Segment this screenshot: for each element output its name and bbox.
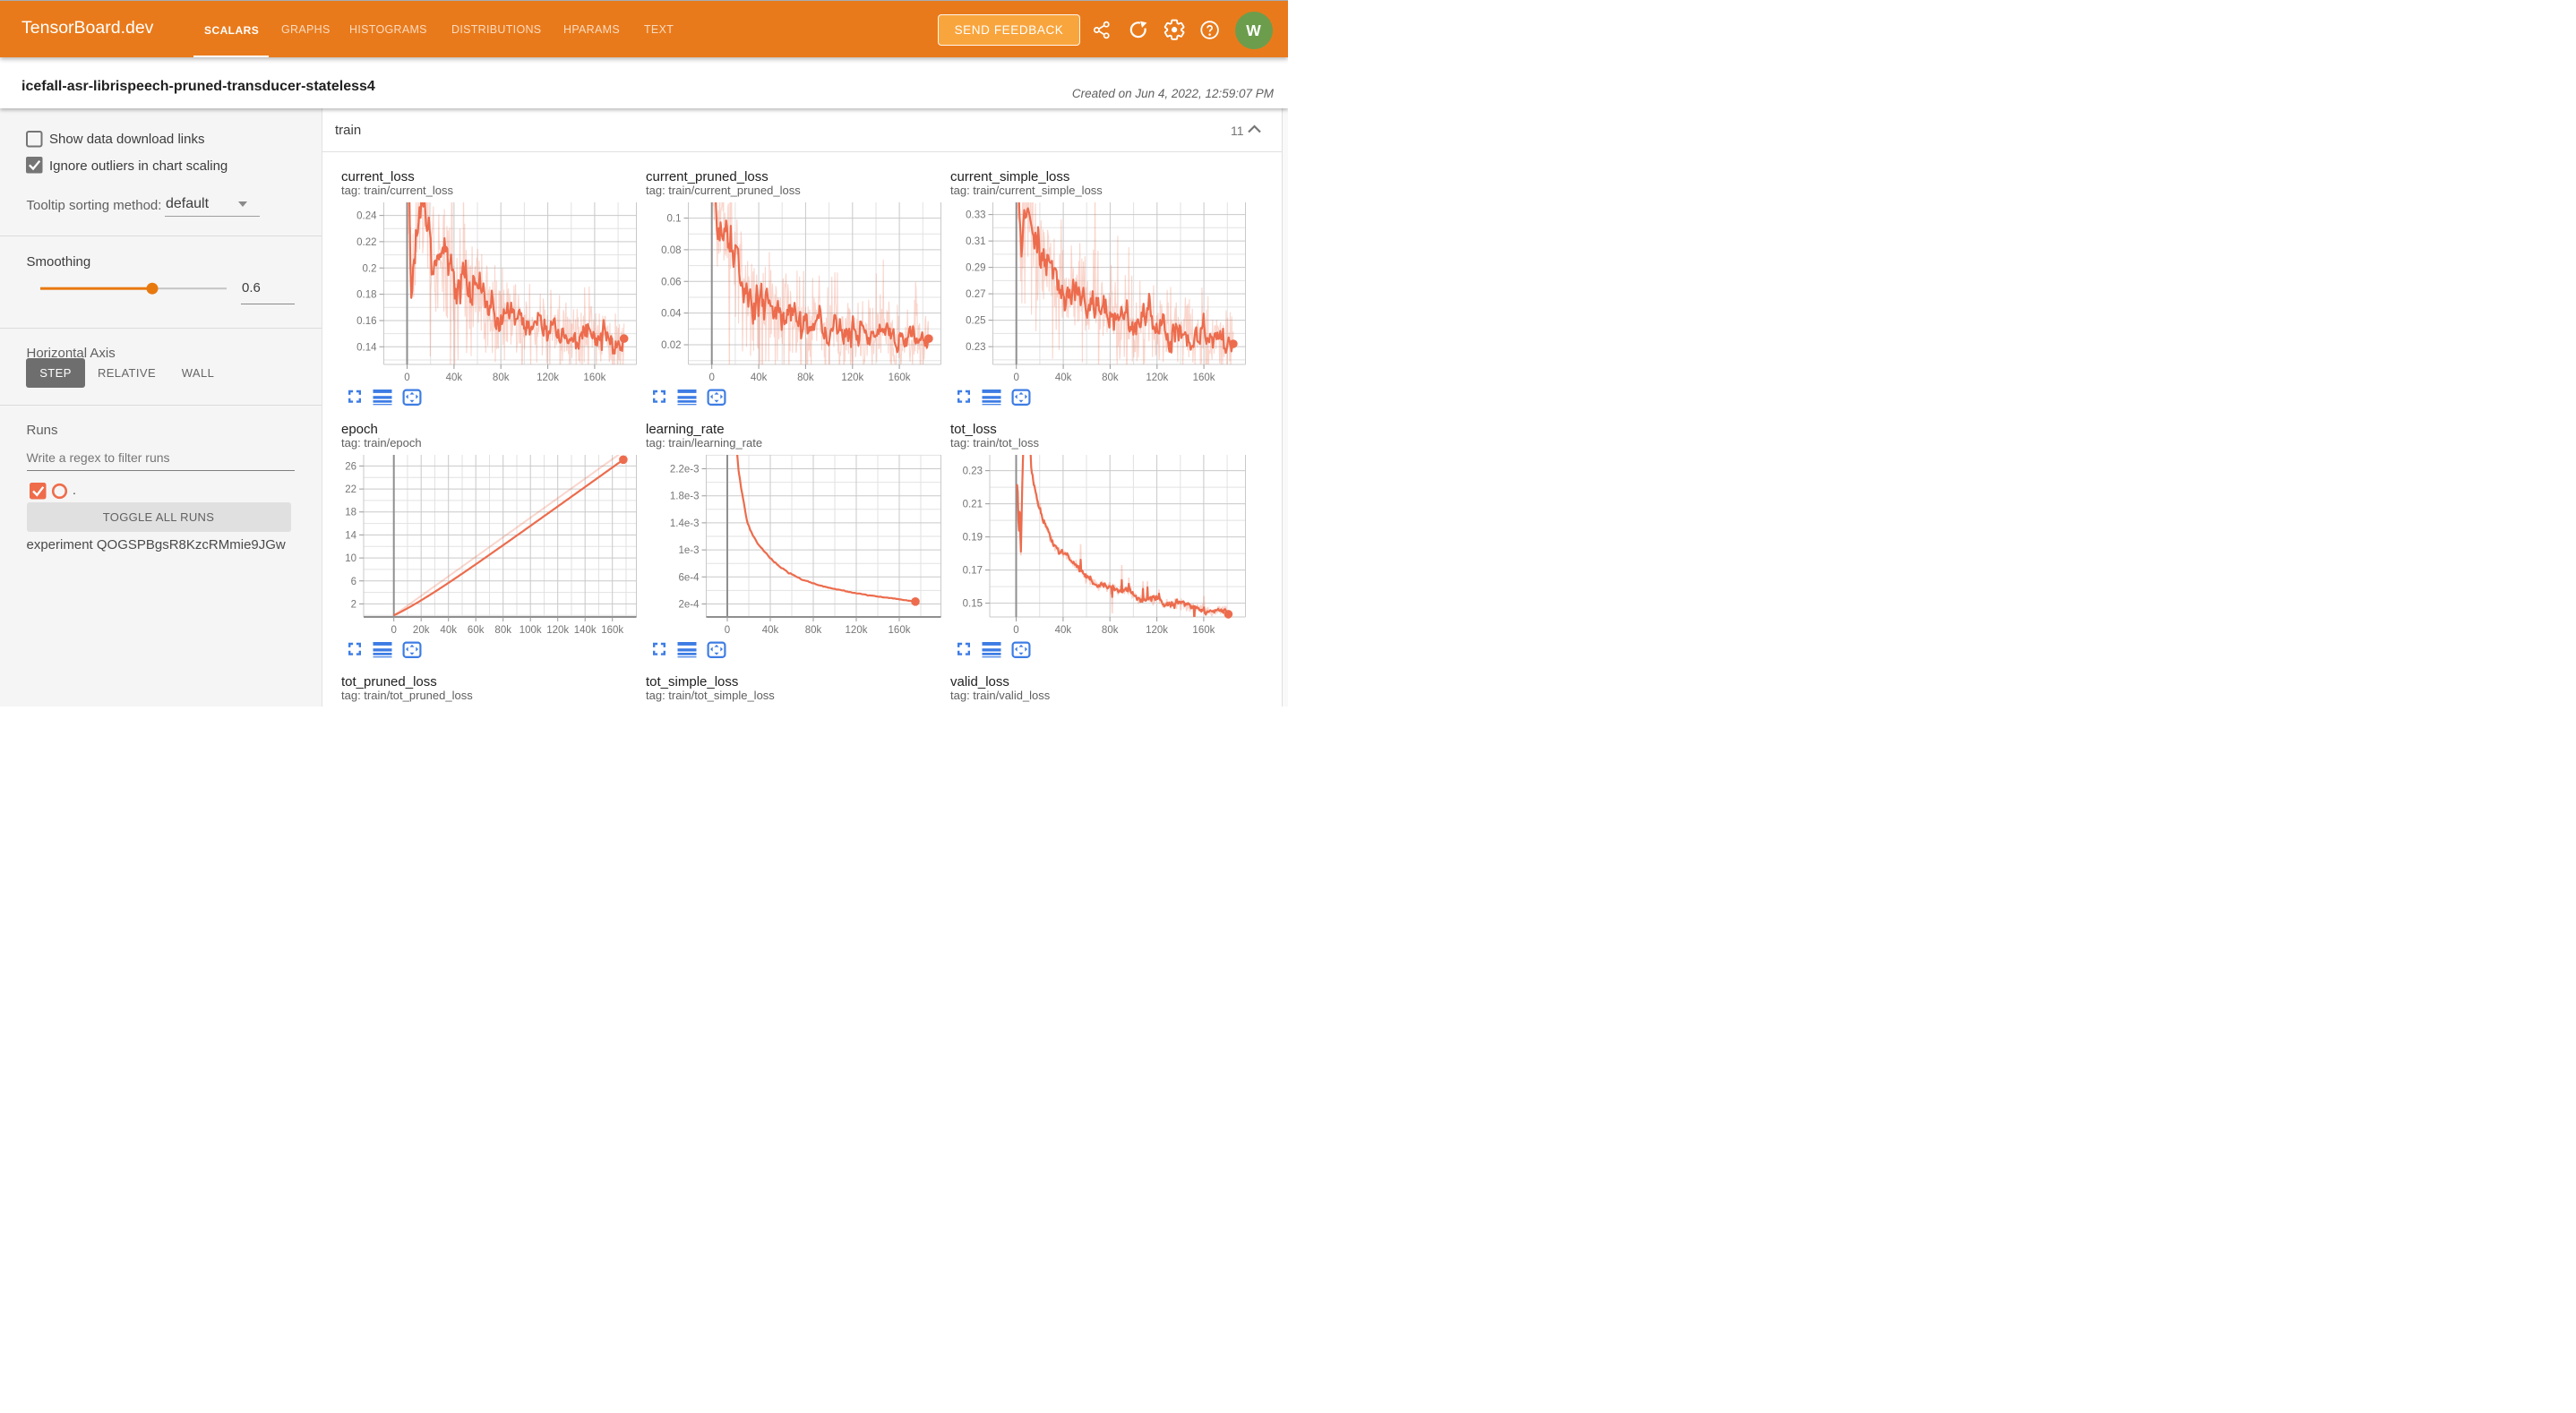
svg-text:0: 0 [404,373,409,383]
svg-text:120k: 120k [846,625,868,636]
svg-text:120k: 120k [537,373,559,383]
svg-text:0.04: 0.04 [661,309,682,320]
svg-text:0.23: 0.23 [963,467,983,477]
svg-text:60k: 60k [468,625,485,636]
svg-text:0.06: 0.06 [661,277,681,287]
svg-text:40k: 40k [762,625,779,636]
svg-text:0.33: 0.33 [966,210,985,221]
svg-text:6e-4: 6e-4 [678,572,700,583]
svg-text:0: 0 [1013,373,1018,383]
svg-text:0.17: 0.17 [963,566,983,577]
svg-text:140k: 140k [574,625,597,636]
svg-text:40k: 40k [1055,625,1072,636]
svg-text:1.8e-3: 1.8e-3 [670,492,700,502]
svg-text:80k: 80k [1102,625,1119,636]
svg-text:6: 6 [351,577,356,587]
svg-text:0.23: 0.23 [966,342,985,353]
svg-text:160k: 160k [889,625,911,636]
svg-text:80k: 80k [493,373,510,383]
svg-text:0.02: 0.02 [661,340,681,351]
svg-text:1.4e-3: 1.4e-3 [670,518,700,529]
svg-text:80k: 80k [494,625,511,636]
svg-text:40k: 40k [446,373,463,383]
svg-text:2e-4: 2e-4 [678,600,700,611]
svg-text:0.1: 0.1 [667,214,682,225]
svg-text:0: 0 [391,625,396,636]
svg-text:0.15: 0.15 [963,599,983,610]
svg-text:14: 14 [345,530,356,541]
svg-text:0.22: 0.22 [356,237,376,248]
svg-text:160k: 160k [1192,625,1215,636]
svg-text:20k: 20k [413,625,430,636]
svg-text:40k: 40k [751,373,768,383]
svg-text:160k: 160k [1193,373,1215,383]
svg-text:0: 0 [708,373,714,383]
svg-text:0.29: 0.29 [966,263,985,274]
svg-text:0.25: 0.25 [966,316,985,327]
svg-text:0.14: 0.14 [356,342,377,353]
svg-text:120k: 120k [546,625,569,636]
svg-text:1e-3: 1e-3 [678,545,699,556]
svg-text:160k: 160k [583,373,605,383]
svg-text:120k: 120k [1146,373,1168,383]
svg-text:2.2e-3: 2.2e-3 [670,465,700,475]
svg-text:0.2: 0.2 [363,263,377,274]
svg-text:22: 22 [345,484,356,495]
svg-text:120k: 120k [841,373,863,383]
svg-text:40k: 40k [1055,373,1072,383]
svg-text:160k: 160k [601,625,623,636]
svg-text:0: 0 [1013,625,1018,636]
svg-text:0.18: 0.18 [356,290,376,301]
svg-text:18: 18 [345,508,356,518]
svg-text:100k: 100k [519,625,542,636]
svg-text:2: 2 [351,599,356,610]
svg-text:160k: 160k [889,373,911,383]
svg-text:0.19: 0.19 [963,533,983,544]
svg-text:0: 0 [725,625,730,636]
svg-text:0.31: 0.31 [966,236,985,247]
svg-text:0.21: 0.21 [963,500,983,510]
svg-text:80k: 80k [1102,373,1119,383]
svg-text:40k: 40k [440,625,457,636]
svg-text:0.24: 0.24 [356,211,377,222]
svg-text:10: 10 [345,553,356,564]
svg-text:26: 26 [345,461,356,472]
svg-text:80k: 80k [805,625,822,636]
svg-text:120k: 120k [1146,625,1168,636]
svg-text:0.16: 0.16 [356,316,376,327]
svg-text:0.08: 0.08 [661,245,681,256]
svg-text:0.27: 0.27 [966,289,985,300]
svg-text:80k: 80k [797,373,814,383]
